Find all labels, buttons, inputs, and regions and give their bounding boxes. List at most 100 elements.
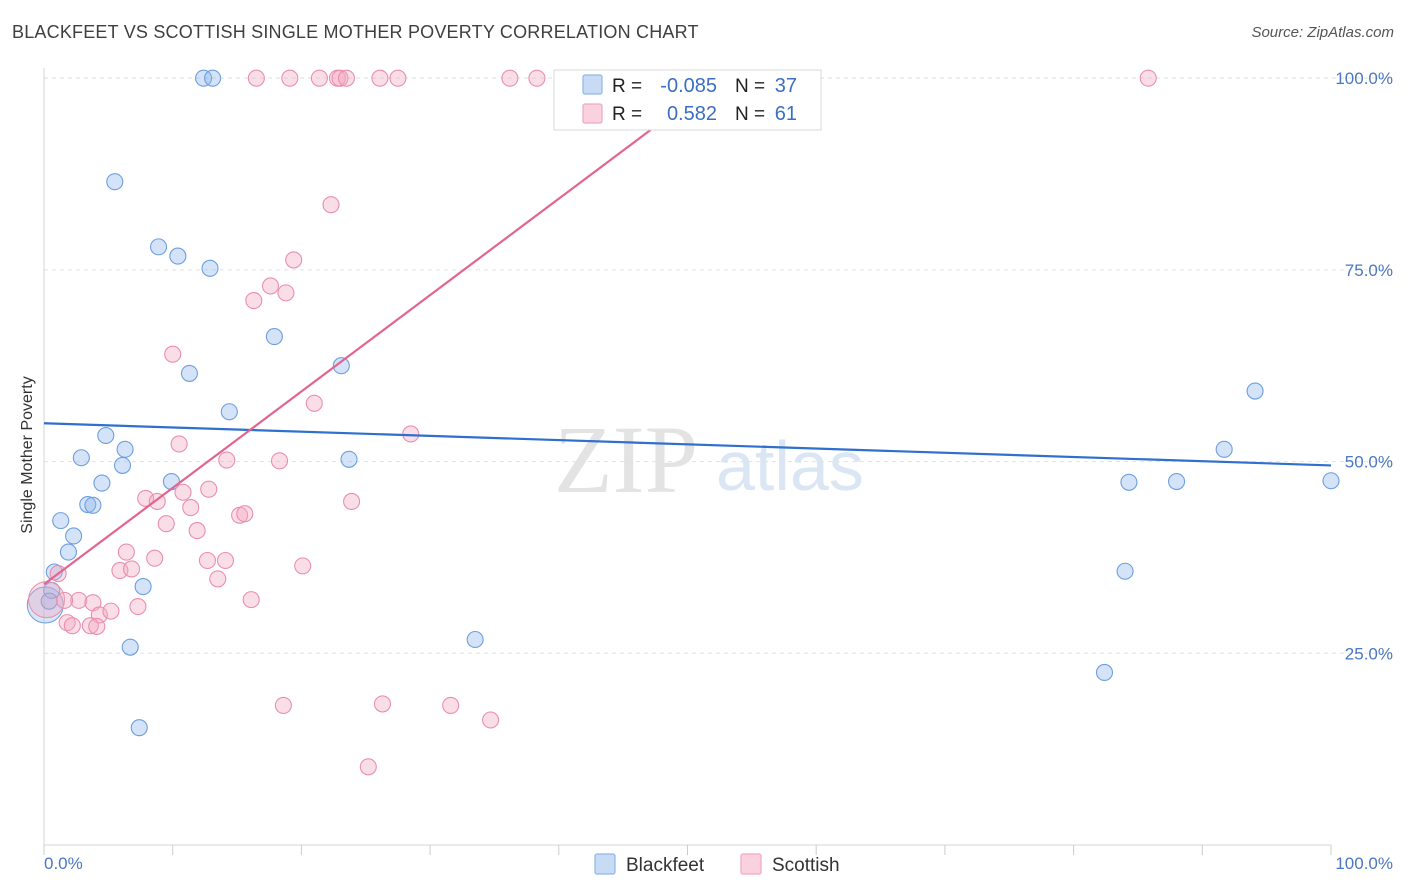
point-scottish-42 xyxy=(294,557,312,575)
point-blackfeet-14 xyxy=(340,450,358,468)
point-blackfeet-6 xyxy=(265,328,283,346)
point-scottish-1 xyxy=(281,69,299,87)
point-scottish-38 xyxy=(198,551,216,570)
bottom-legend-swatch-scottish xyxy=(740,853,762,875)
point-blackfeet-17 xyxy=(79,495,97,514)
point-blackfeet-4 xyxy=(169,247,187,265)
point-blackfeet-19 xyxy=(52,512,70,530)
y-tick-label-100: 100.0% xyxy=(1335,69,1393,88)
bottom-legend: Blackfeet Scottish xyxy=(594,853,840,876)
point-blackfeet-28 xyxy=(130,719,148,737)
legend-n-label-blackfeet: N = xyxy=(735,76,765,97)
series-blackfeet-points xyxy=(26,69,1340,737)
point-scottish-2 xyxy=(310,69,328,87)
point-blackfeet-1 xyxy=(204,69,222,87)
y-tick-label-50: 50.0% xyxy=(1345,453,1393,472)
point-scottish-23 xyxy=(170,435,188,453)
point-scottish-53 xyxy=(81,617,99,635)
source-label: Source: ZipAtlas.com xyxy=(1251,24,1394,41)
point-scottish-60 xyxy=(359,758,377,776)
point-scottish-46 xyxy=(129,597,147,616)
y-tick-label-25: 25.0% xyxy=(1345,644,1393,663)
point-scottish-6 xyxy=(371,69,389,87)
point-scottish-31 xyxy=(343,492,361,511)
point-scottish-17 xyxy=(261,277,280,295)
legend-r-label-scottish: R = xyxy=(612,104,642,125)
legend-n-label-scottish: N = xyxy=(735,104,765,125)
point-scottish-18 xyxy=(277,284,295,302)
point-scottish-54 xyxy=(88,617,106,636)
x-tick-label-min: 0.0% xyxy=(44,854,83,873)
legend-n-value-scottish: 61 xyxy=(775,103,797,125)
point-blackfeet-2 xyxy=(106,173,124,191)
point-scottish-30 xyxy=(182,499,200,517)
point-blackfeet-20 xyxy=(65,527,83,545)
point-blackfeet-31 xyxy=(1215,440,1233,458)
point-blackfeet-29 xyxy=(1116,562,1134,580)
point-scottish-16 xyxy=(285,251,303,269)
point-scottish-27 xyxy=(200,480,218,498)
point-blackfeet-35 xyxy=(1095,663,1114,682)
point-scottish-41 xyxy=(122,560,141,578)
point-blackfeet-5 xyxy=(201,259,219,277)
point-scottish-37 xyxy=(146,549,164,567)
point-blackfeet-12 xyxy=(72,449,90,467)
legend-r-value-scottish: 0.582 xyxy=(667,103,717,125)
point-blackfeet-7 xyxy=(332,357,350,375)
legend-n-value-blackfeet: 37 xyxy=(775,75,797,97)
y-tick-labels: 25.0% 50.0% 75.0% 100.0% xyxy=(1335,69,1393,663)
chart-title: BLACKFEET VS SCOTTISH SINGLE MOTHER POVE… xyxy=(12,22,699,42)
legend-r-label-blackfeet: R = xyxy=(612,76,642,97)
point-scottish-33 xyxy=(236,505,254,523)
trend-line-scottish xyxy=(43,77,721,586)
point-blackfeet-0 xyxy=(195,69,213,87)
point-scottish-20 xyxy=(164,345,182,363)
point-scottish-36 xyxy=(117,543,135,561)
point-scottish-5 xyxy=(337,69,355,87)
point-scottish-22 xyxy=(402,425,420,443)
point-blackfeet-11 xyxy=(116,440,134,458)
point-scottish-7 xyxy=(389,69,407,87)
point-blackfeet-34 xyxy=(1322,472,1340,490)
point-scottish-39 xyxy=(216,551,235,570)
point-scottish-8 xyxy=(501,69,519,87)
point-scottish-58 xyxy=(442,696,460,714)
point-scottish-15 xyxy=(322,196,340,214)
point-blackfeet-33 xyxy=(1168,472,1186,491)
watermark-zip: ZIP xyxy=(554,406,698,513)
point-scottish-45 xyxy=(70,591,88,609)
point-blackfeet-9 xyxy=(220,403,238,421)
point-scottish-59 xyxy=(482,711,500,729)
point-scottish-57 xyxy=(373,695,392,713)
point-scottish-24 xyxy=(218,451,236,469)
point-blackfeet-27 xyxy=(121,638,139,656)
point-scottish-21 xyxy=(305,394,323,412)
point-scottish-35 xyxy=(188,522,206,540)
grid-lines xyxy=(44,77,1393,654)
watermark-atlas: atlas xyxy=(716,427,864,505)
legend: R = -0.085 N = 37 R = 0.582 N = 61 xyxy=(553,69,822,131)
point-blackfeet-21 xyxy=(59,543,78,561)
trend-line-blackfeet xyxy=(43,422,1332,467)
point-scottish-26 xyxy=(174,483,192,501)
point-blackfeet-23 xyxy=(134,578,152,596)
legend-swatch-blackfeet xyxy=(582,74,603,95)
point-scottish-50 xyxy=(102,602,120,620)
bottom-legend-swatch-blackfeet xyxy=(594,853,616,875)
point-scottish-14 xyxy=(1139,69,1157,87)
point-scottish-9 xyxy=(528,69,546,87)
y-tick-label-75: 75.0% xyxy=(1345,261,1393,280)
bottom-legend-label-blackfeet: Blackfeet xyxy=(626,855,705,876)
point-scottish-19 xyxy=(245,292,263,310)
point-blackfeet-3 xyxy=(149,238,168,256)
point-blackfeet-13 xyxy=(113,456,132,474)
point-scottish-43 xyxy=(209,570,227,588)
trend-lines xyxy=(43,77,1332,586)
series-scottish-points xyxy=(28,69,1157,776)
point-scottish-52 xyxy=(63,617,81,635)
point-scottish-47 xyxy=(242,591,260,609)
point-blackfeet-16 xyxy=(93,474,111,492)
point-blackfeet-10 xyxy=(97,426,115,445)
point-blackfeet-30 xyxy=(1246,382,1264,400)
